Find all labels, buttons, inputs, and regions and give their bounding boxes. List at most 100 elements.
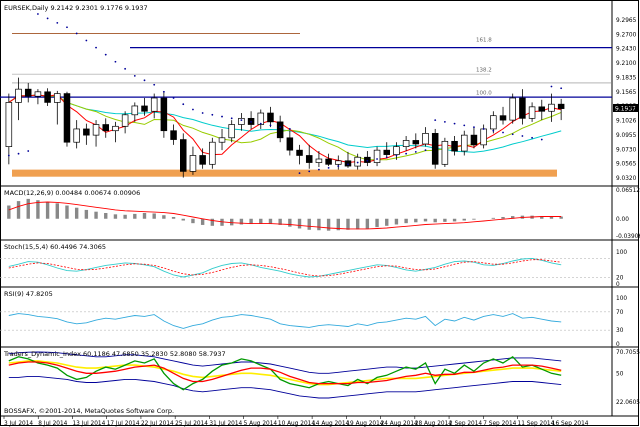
candle-body	[499, 115, 507, 121]
sar-dot	[337, 165, 340, 167]
sar-dot	[162, 90, 165, 93]
candle-body	[373, 149, 381, 163]
candle-body	[402, 140, 410, 147]
sar-dot	[221, 115, 223, 118]
tdi-pane[interactable]	[8, 351, 562, 399]
candle-body	[5, 102, 13, 147]
time-tick-label: 3 Jul 2014	[4, 421, 33, 427]
ma-mid-line	[8, 94, 562, 161]
time-tick-label: 31 Jul 2014	[209, 421, 242, 427]
sar-dot	[201, 112, 204, 114]
tdi-lower-band	[8, 375, 562, 399]
price-tick-label: 9.1026	[616, 119, 637, 125]
candle-body	[335, 160, 342, 165]
sar-dot	[443, 120, 446, 123]
current-price-label: 9.1937	[615, 105, 636, 112]
sar-dot	[269, 124, 272, 127]
macd-tick-label: 0.06512	[616, 188, 640, 194]
sar-dot	[405, 152, 408, 155]
price-tick-label: 9.1295	[616, 104, 637, 110]
sar-dot	[550, 85, 553, 88]
candle-body	[73, 128, 80, 143]
candle-body	[461, 134, 468, 152]
candle-body	[170, 130, 177, 140]
sar-dot	[434, 119, 437, 122]
candle-body	[228, 124, 235, 139]
sar-dot	[230, 117, 233, 120]
candle-body	[63, 93, 71, 143]
tdi-signal-line	[8, 361, 562, 385]
stoch-pane[interactable]	[0, 257, 612, 278]
sar-dot	[540, 138, 543, 141]
sar-dot	[318, 168, 320, 171]
candle-body	[24, 88, 32, 97]
time-tick-label: 24 Aug 2014	[381, 421, 418, 427]
fib-label-100: 100.0	[476, 90, 492, 96]
candle-body	[44, 91, 51, 103]
support-zone	[12, 169, 557, 177]
candle-body	[131, 105, 139, 116]
price-tick-label: 9.2700	[616, 32, 637, 38]
candle-body	[54, 93, 61, 103]
sar-dot	[7, 154, 10, 157]
candle-body	[218, 137, 226, 143]
rsi-header: RSI(9) 47.8205	[4, 290, 53, 298]
candle-body	[548, 103, 555, 112]
sar-dot	[56, 21, 59, 24]
price-tick-label: 9.0565	[616, 162, 637, 168]
main-header: EURSEK,Daily 9.2142 9.2301 9.1776 9.1937	[4, 4, 148, 12]
candle-body	[519, 97, 526, 119]
current-price-box	[613, 103, 639, 112]
candle-body	[412, 140, 420, 145]
sar-dot	[259, 122, 262, 125]
sar-dot	[298, 172, 301, 175]
sar-dot	[492, 129, 495, 132]
tdi-rsi-line	[8, 355, 562, 391]
sar-dot	[531, 136, 533, 139]
candle-body	[267, 112, 274, 123]
candle-body	[431, 133, 439, 165]
candle-body	[189, 155, 197, 172]
macd-pane[interactable]	[7, 198, 563, 231]
tdi-upper-band	[8, 351, 562, 374]
sar-dot	[172, 97, 175, 99]
time-tick-label: 8 Jul 2014	[38, 421, 67, 427]
time-tick-label: 7 Sep 2014	[483, 421, 516, 427]
candle-body	[15, 88, 22, 103]
price-pane[interactable]: 161.8 138.2 100.0 9.1937	[0, 13, 639, 178]
candle-body	[383, 149, 390, 155]
candle-body	[296, 149, 303, 156]
sar-dot	[143, 79, 146, 82]
time-tick-label: 28 Aug 2014	[415, 421, 452, 427]
macd-tick-label: -0.03906	[616, 234, 640, 240]
rsi-tick-label: 100	[616, 296, 627, 302]
candle-body	[325, 158, 332, 165]
macd-tick-label: 0.00	[616, 217, 629, 223]
candle-body	[34, 91, 42, 97]
sar-dot	[182, 103, 185, 106]
sar-dot	[453, 122, 456, 125]
candle-body	[451, 140, 458, 152]
sar-dot	[288, 128, 291, 130]
candle-body	[315, 158, 323, 163]
sar-dot	[511, 133, 514, 136]
sar-dot	[327, 166, 330, 169]
price-tick-label: 9.1565	[616, 90, 637, 96]
candle-body	[393, 146, 400, 155]
sar-dot	[250, 120, 252, 123]
candle-body	[305, 155, 313, 163]
sar-dot	[211, 113, 214, 116]
sar-dot	[521, 135, 524, 137]
candle-body	[538, 106, 546, 112]
sar-dot	[560, 87, 563, 90]
rsi-pane[interactable]	[0, 311, 612, 331]
candle-body	[509, 97, 516, 121]
rsi-tick-label: 0	[616, 342, 620, 348]
rsi-tick-label: 70	[616, 310, 624, 316]
fib-label-138: 138.2	[476, 67, 492, 73]
candle-body	[480, 128, 487, 146]
time-tick-label: 25 Jul 2014	[175, 421, 208, 427]
axes-layer: 9.2965 9.2700 9.2430 9.2100 9.1835 9.1565 9.12…	[3, 18, 640, 427]
sar-dot	[66, 26, 68, 29]
